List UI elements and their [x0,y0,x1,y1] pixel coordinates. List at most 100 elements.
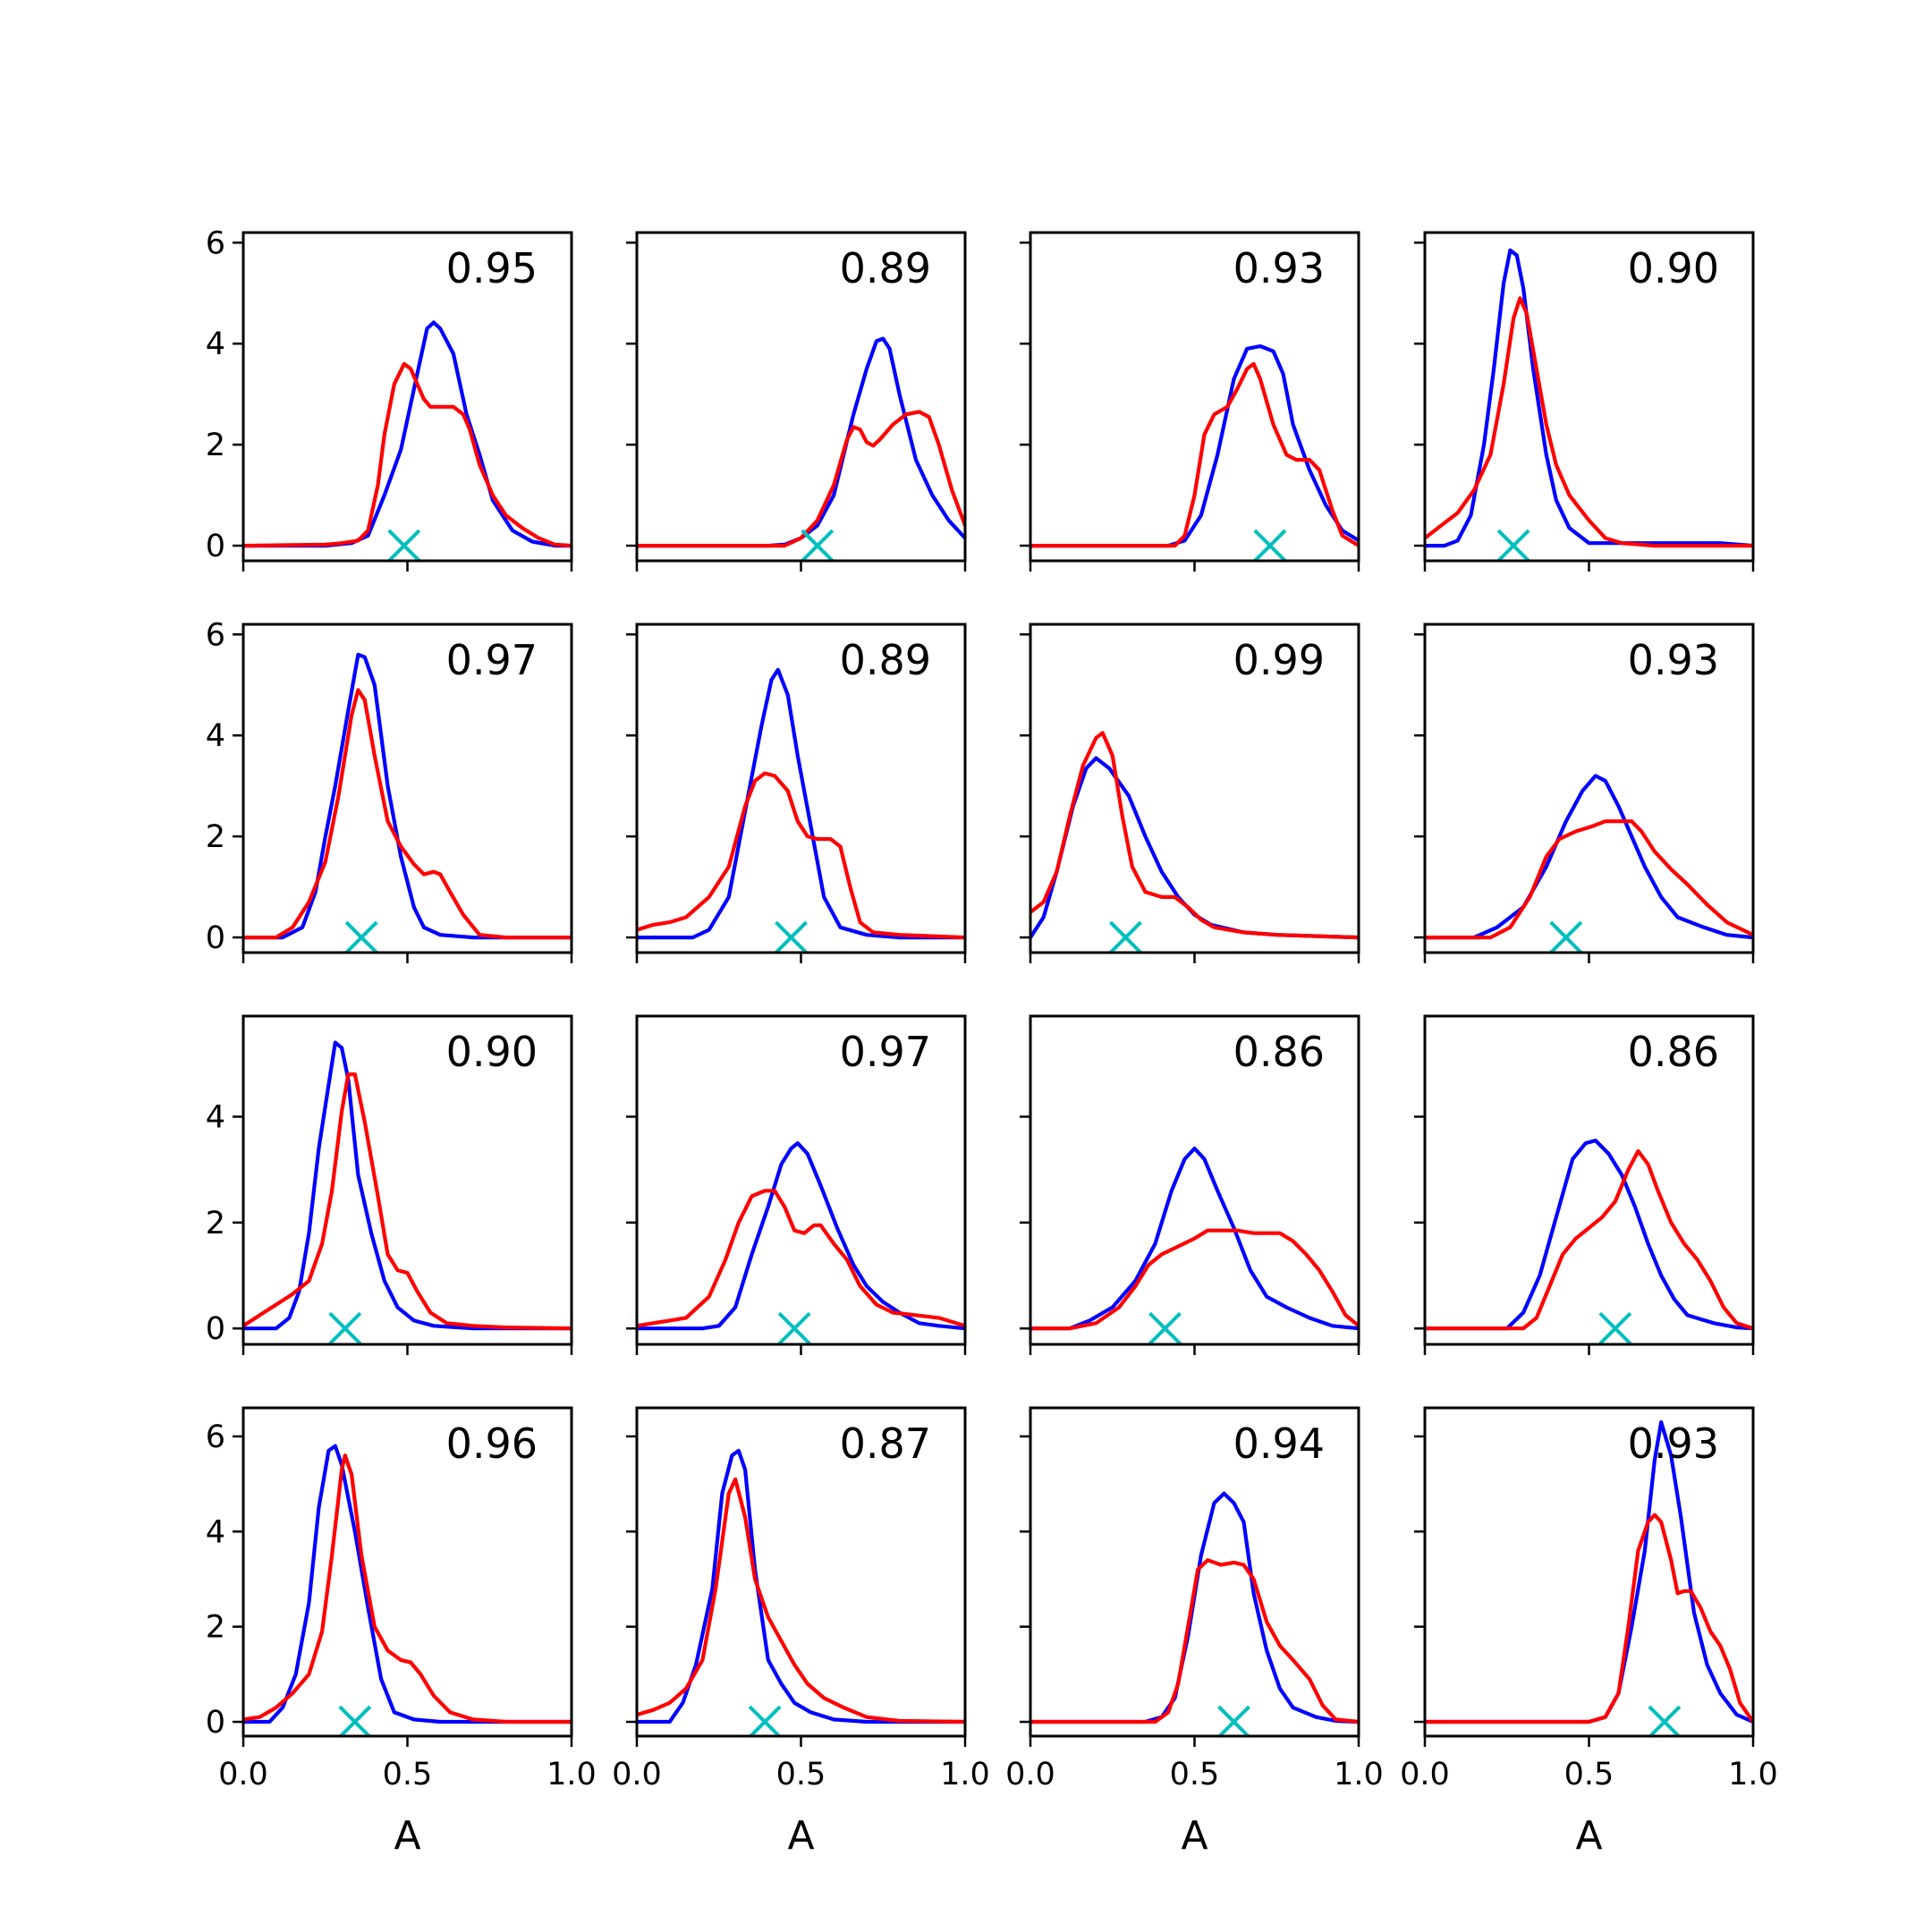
marker-x [1598,1311,1632,1344]
marker-x [777,1311,811,1344]
x-tick-label: 0.0 [612,1757,662,1792]
marker-x [1253,529,1287,561]
panel-value-label: 0.87 [840,1419,931,1468]
panel-11: 0.86 [1020,1014,1360,1355]
series-red-line [637,1189,965,1328]
marker-x [1109,920,1142,953]
marker-x [1148,1311,1182,1344]
y-tick-label: 2 [206,428,225,463]
series-red-line [243,688,572,940]
panel-3: 0.93 [1020,231,1360,572]
series-blue-line [1425,774,1753,940]
series-red-line [637,771,965,940]
series-red-line [243,361,572,548]
panel-value-label: 0.93 [1628,636,1719,684]
panel-5: 0 2 4 6 0.97 [206,617,573,963]
panel-plot-area [637,1140,965,1344]
panel-plot-area [1425,248,1753,561]
x-tick-label: 0.5 [776,1757,826,1792]
series-blue-line [1030,343,1359,548]
marker-x [801,529,835,561]
panel-plot-area [637,667,965,953]
y-tick-label: 6 [206,617,225,653]
x-tick-label: 1.0 [1334,1757,1384,1792]
panel-1: 0 2 4 6 0.95 [206,225,573,572]
series-blue-line [637,1140,965,1331]
x-tick-label: 0.5 [1564,1757,1614,1792]
series-blue-line [243,320,572,548]
marker-x [338,1705,372,1736]
x-tick-label: 0.0 [1005,1757,1055,1792]
series-red-line [1425,296,1753,548]
marker-x [344,920,378,953]
y-tick-label: 4 [206,718,225,754]
y-tick-label: 0 [206,1311,225,1347]
y-tick-label: 0 [206,529,225,564]
panel-value-label: 0.93 [1628,1419,1719,1468]
marker-x [328,1311,362,1344]
series-red-line [243,1453,572,1724]
panel-plot-area [1425,1138,1753,1344]
series-red-line [637,410,965,548]
panel-value-label: 0.86 [1233,1028,1325,1076]
panel-plot-area [1030,1146,1359,1344]
panel-plot-area [1030,343,1359,561]
y-tick-label: 2 [206,1206,225,1241]
series-red-line [1425,1148,1753,1331]
panel-value-label: 0.90 [1628,244,1719,292]
marker-x [1217,1705,1250,1736]
panel-value-label: 0.97 [840,1028,931,1076]
panel-6: 0.89 [626,623,967,963]
series-blue-line [1425,248,1753,548]
panel-13: 0 2 4 6 0.0 0.5 1.0 A 0.96 [206,1406,597,1859]
series-red-line [243,1072,572,1331]
series-red-line [1030,731,1359,940]
marker-x [387,529,421,561]
panel-12: 0.86 [1414,1014,1755,1355]
marker-x [748,1705,782,1736]
x-tick-label: 0.0 [1400,1757,1450,1792]
series-blue-line [1030,1146,1359,1331]
y-tick-label: 6 [206,1419,225,1455]
marker-x [775,920,808,953]
x-tick-label: 0.5 [1170,1757,1220,1792]
x-tick-label: 1.0 [547,1757,597,1792]
panel-value-label: 0.97 [446,636,538,684]
panel-plot-area [637,336,965,561]
panel-value-label: 0.86 [1628,1028,1719,1076]
panel-8: 0.93 [1414,623,1755,963]
panel-value-label: 0.89 [840,244,931,292]
panel-14: 0.0 0.5 1.0 A 0.87 [612,1406,990,1859]
x-axis-label: A [394,1813,420,1859]
panel-plot-area [243,1040,572,1344]
panel-value-label: 0.90 [446,1028,538,1076]
panel-plot-area [1030,1491,1359,1736]
panel-value-label: 0.95 [446,244,538,292]
panel-16: 0.0 0.5 1.0 A 0.93 [1400,1406,1778,1859]
y-tick-label: 6 [206,225,225,261]
x-axis-label: A [1181,1813,1208,1859]
panel-15: 0.0 0.5 1.0 A 0.94 [1005,1406,1384,1859]
marker-x [1496,529,1530,561]
y-tick-label: 4 [206,1099,225,1135]
panel-value-label: 0.89 [840,636,931,684]
x-tick-label: 1.0 [940,1757,990,1792]
y-tick-label: 2 [206,1610,225,1646]
series-blue-line [243,1040,572,1331]
panel-7: 0.99 [1020,623,1360,963]
panel-value-label: 0.94 [1233,1419,1325,1468]
series-red-line [1030,1228,1359,1331]
y-tick-label: 2 [206,819,225,855]
panel-plot-area [243,320,572,561]
marker-x [1648,1705,1682,1736]
panel-value-label: 0.93 [1233,244,1325,292]
panel-value-label: 0.96 [446,1419,538,1468]
panel-value-label: 0.99 [1233,636,1325,684]
y-tick-label: 0 [206,1705,225,1741]
series-blue-line [243,1444,572,1724]
series-blue-line [637,1448,965,1724]
panel-plot-area [637,1448,965,1736]
x-tick-label: 0.0 [218,1757,268,1792]
panel-plot-area [1425,1419,1753,1736]
x-tick-label: 0.5 [383,1757,433,1792]
